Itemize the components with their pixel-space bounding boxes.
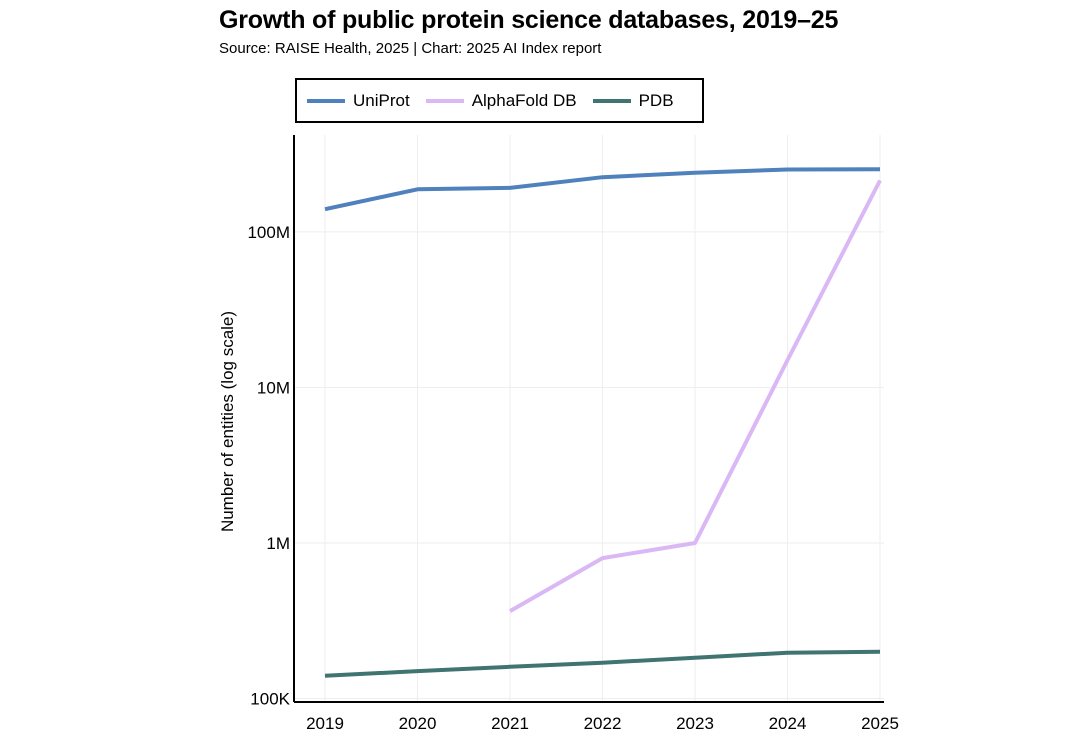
legend: UniProt AlphaFold DB PDB [295,78,704,123]
x-tick-label: 2025 [861,714,899,733]
legend-label-pdb: PDB [638,90,674,110]
chart-subtitle: Source: RAISE Health, 2025 | Chart: 2025… [219,40,602,57]
uniprot-line [324,167,881,212]
pdb-line [324,649,881,678]
y-tick-label: 10M [257,378,290,397]
y-tick-label: 100M [247,223,290,242]
legend-swatch-alphafold [425,98,464,103]
legend-swatch-uniprot [307,98,345,103]
y-tick-label: 1M [266,534,290,553]
series-lines [324,167,882,678]
legend-item-uniprot: UniProt [307,91,410,111]
legend-swatch-pdb [592,98,631,103]
x-tick-label: 2020 [399,714,437,733]
x-tick-label: 2019 [306,714,344,733]
x-tick-label: 2023 [676,714,714,733]
y-axis-title: Number of entities (log scale) [218,311,237,532]
legend-item-pdb: PDB [592,90,674,111]
tick-labels: 100K 1M 10M 100M 2019 2020 2021 2022 2023 2024 202… [247,223,898,733]
x-tick-label: 2021 [491,714,529,733]
grid [294,135,884,702]
legend-item-alphafold: AlphaFold DB [425,90,577,111]
legend-label-uniprot: UniProt [353,90,410,110]
chart-title: Growth of public protein science databas… [219,6,839,34]
x-tick-label: 2022 [584,714,622,733]
y-tick-label: 100K [250,690,290,709]
x-tick-label: 2024 [769,714,807,733]
alphafold-line [509,179,882,613]
axes [293,135,884,703]
legend-label-alphafold: AlphaFold DB [471,90,577,110]
